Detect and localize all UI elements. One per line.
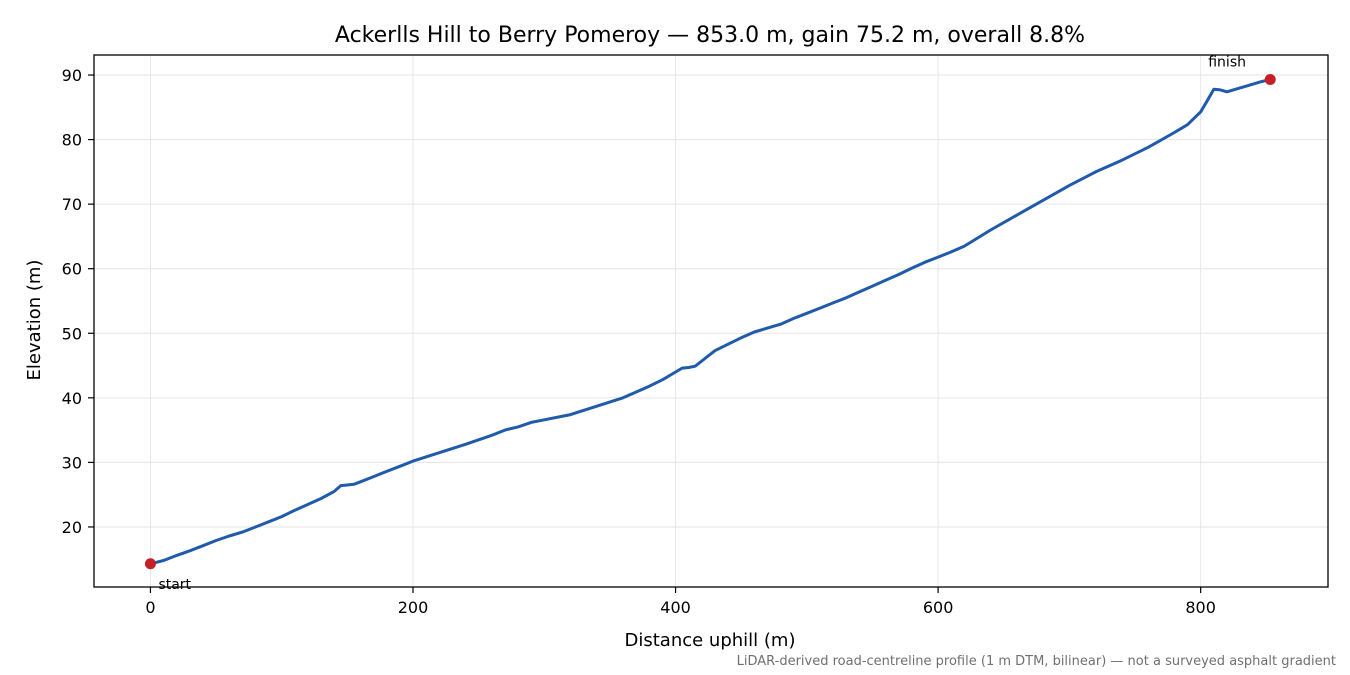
- x-tick-label: 600: [923, 598, 954, 617]
- x-tick-label: 800: [1185, 598, 1216, 617]
- y-tick-label: 40: [62, 389, 82, 408]
- plot-frame: [93, 54, 1329, 588]
- x-axis: 0 200 400 600 800: [145, 587, 1216, 617]
- x-tick-label: 400: [660, 598, 691, 617]
- y-axis: 20 30 40 50 60 70 80 90: [62, 66, 94, 537]
- y-tick-label: 80: [62, 131, 82, 150]
- y-tick-label: 30: [62, 453, 82, 472]
- elevation-profile-line: [148, 78, 1272, 566]
- y-tick-label: 20: [62, 518, 82, 537]
- chart-title: Ackerlls Hill to Berry Pomeroy — 853.0 m…: [335, 23, 1085, 48]
- y-tick-label: 50: [62, 324, 82, 343]
- x-tick-label: 200: [398, 598, 429, 617]
- finish-marker: [1264, 74, 1276, 86]
- y-tick-label: 60: [62, 260, 82, 279]
- y-axis-label: Elevation (m): [24, 260, 45, 381]
- y-tick-label: 90: [62, 66, 82, 85]
- y-tick-label: 70: [62, 195, 82, 214]
- grid: [94, 55, 1328, 587]
- start-marker: [144, 558, 156, 570]
- x-tick-label: 0: [145, 598, 155, 617]
- start-label: start: [158, 577, 191, 593]
- finish-label: finish: [1208, 55, 1246, 71]
- x-axis-label: Distance uphill (m): [625, 630, 796, 651]
- series-layer: start finish: [144, 55, 1276, 593]
- footnote: LiDAR-derived road-centreline profile (1…: [737, 654, 1336, 669]
